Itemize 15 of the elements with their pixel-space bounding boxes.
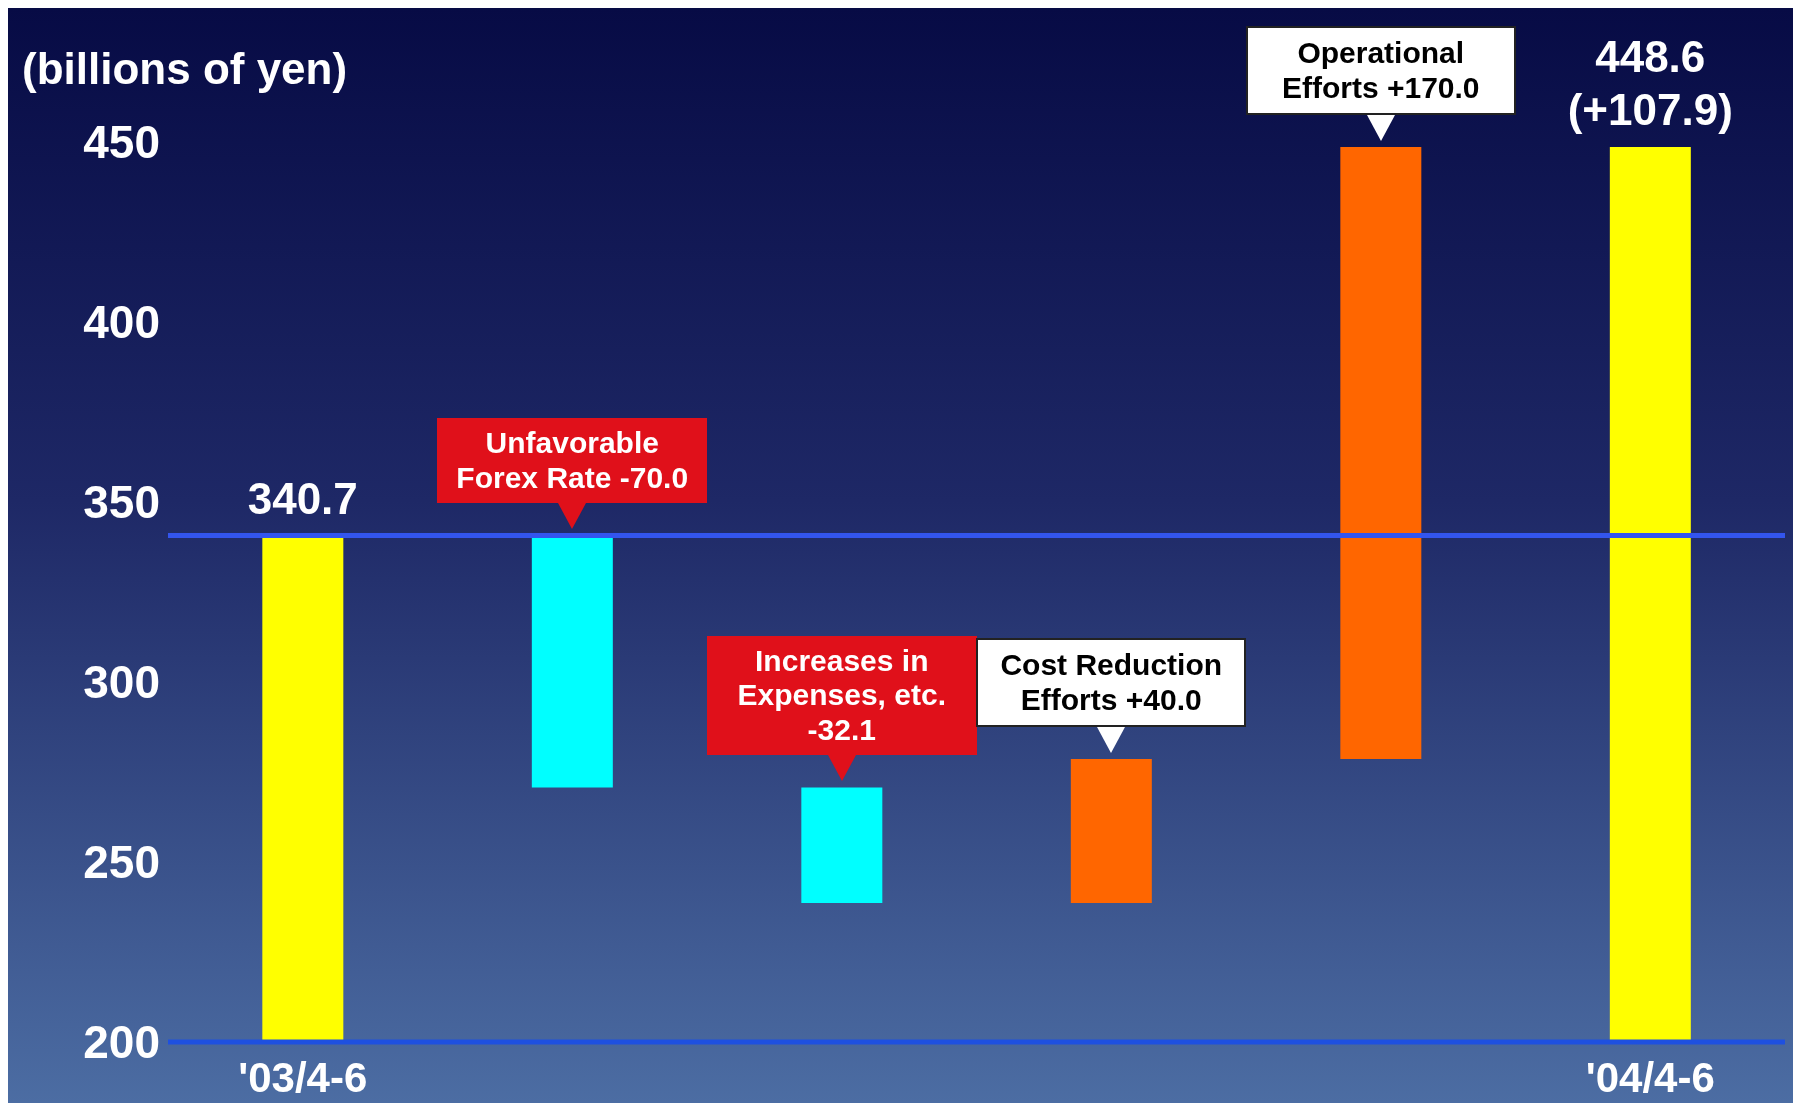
annotation: Unfavorable Forex Rate -70.0 (437, 418, 708, 504)
data-label: 448.6 (+107.9) (1566, 31, 1734, 137)
data-label: 340.7 (246, 472, 359, 525)
x-tick-label: '03/4-6 (238, 1053, 368, 1101)
y-tick-label: 300 (83, 656, 160, 709)
y-tick-label: 400 (83, 296, 160, 349)
text: Operational Efforts +170.0 (1245, 26, 1516, 116)
annotation: Cost Reduction Efforts +40.0 (976, 638, 1247, 728)
y-tick-label: 200 (83, 1016, 160, 1069)
annotation: Increases in Expenses, etc. -32.1 (706, 635, 977, 756)
y-tick-label: 250 (83, 836, 160, 889)
y-tick-label: 350 (83, 476, 160, 529)
x-tick-label: '04/4-6 (1585, 1053, 1715, 1101)
y-axis-title: (billions of yen) (22, 44, 348, 94)
y-tick-label: 450 (83, 116, 160, 169)
